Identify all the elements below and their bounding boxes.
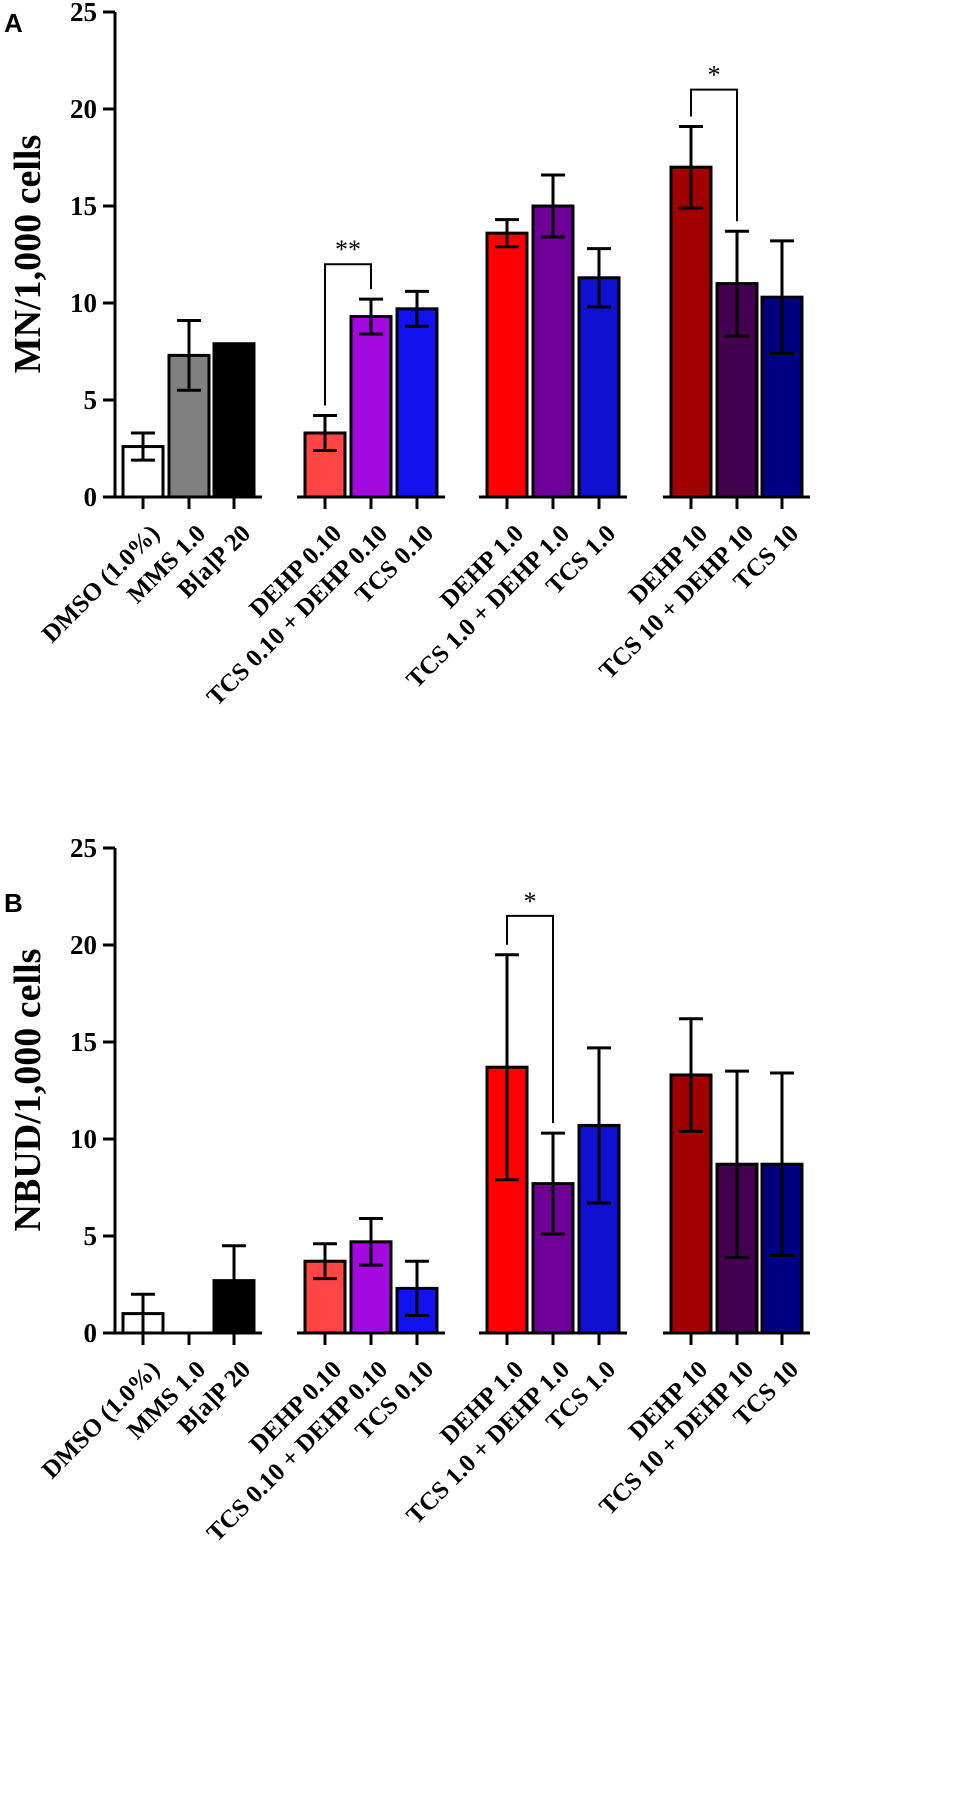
bar-dehp-10 — [669, 165, 713, 499]
y-tick-label-5: 5 — [84, 1221, 98, 1251]
significance-label-0: ** — [335, 235, 361, 264]
y-tick-label-0: 0 — [84, 482, 98, 512]
y-tick-label-20: 20 — [70, 94, 97, 124]
panel-a-letter: A — [4, 8, 23, 38]
y-tick-label-15: 15 — [70, 1027, 97, 1057]
panel-b-letter: B — [4, 888, 23, 918]
significance-label-1: * — [708, 61, 721, 90]
y-tick-label-10: 10 — [70, 1124, 97, 1154]
y-axis-label: MN/1,000 cells — [7, 135, 49, 374]
y-tick-label-20: 20 — [70, 930, 97, 960]
y-tick-label-25: 25 — [70, 833, 97, 863]
significance-bracket-1 — [690, 88, 738, 222]
bar-b-a-p-20 — [212, 342, 256, 499]
y-tick-label-5: 5 — [84, 385, 98, 415]
y-tick-label-15: 15 — [70, 191, 97, 221]
bar-tcs-1-0-dehp-1-0 — [531, 204, 575, 499]
significance-bracket-0 — [324, 263, 372, 406]
y-axis-label: NBUD/1,000 cells — [7, 949, 49, 1232]
bar-dehp-1-0 — [485, 231, 529, 499]
bar-tcs-0-10 — [395, 307, 439, 499]
bar-tcs-1-0 — [577, 276, 621, 499]
significance-label-0: * — [524, 887, 537, 916]
y-tick-label-0: 0 — [84, 1318, 98, 1348]
significance-bracket-0 — [506, 914, 554, 1124]
y-tick-label-25: 25 — [70, 0, 97, 27]
y-tick-label-10: 10 — [70, 288, 97, 318]
bar-tcs-0-10-dehp-0-10 — [349, 315, 393, 499]
